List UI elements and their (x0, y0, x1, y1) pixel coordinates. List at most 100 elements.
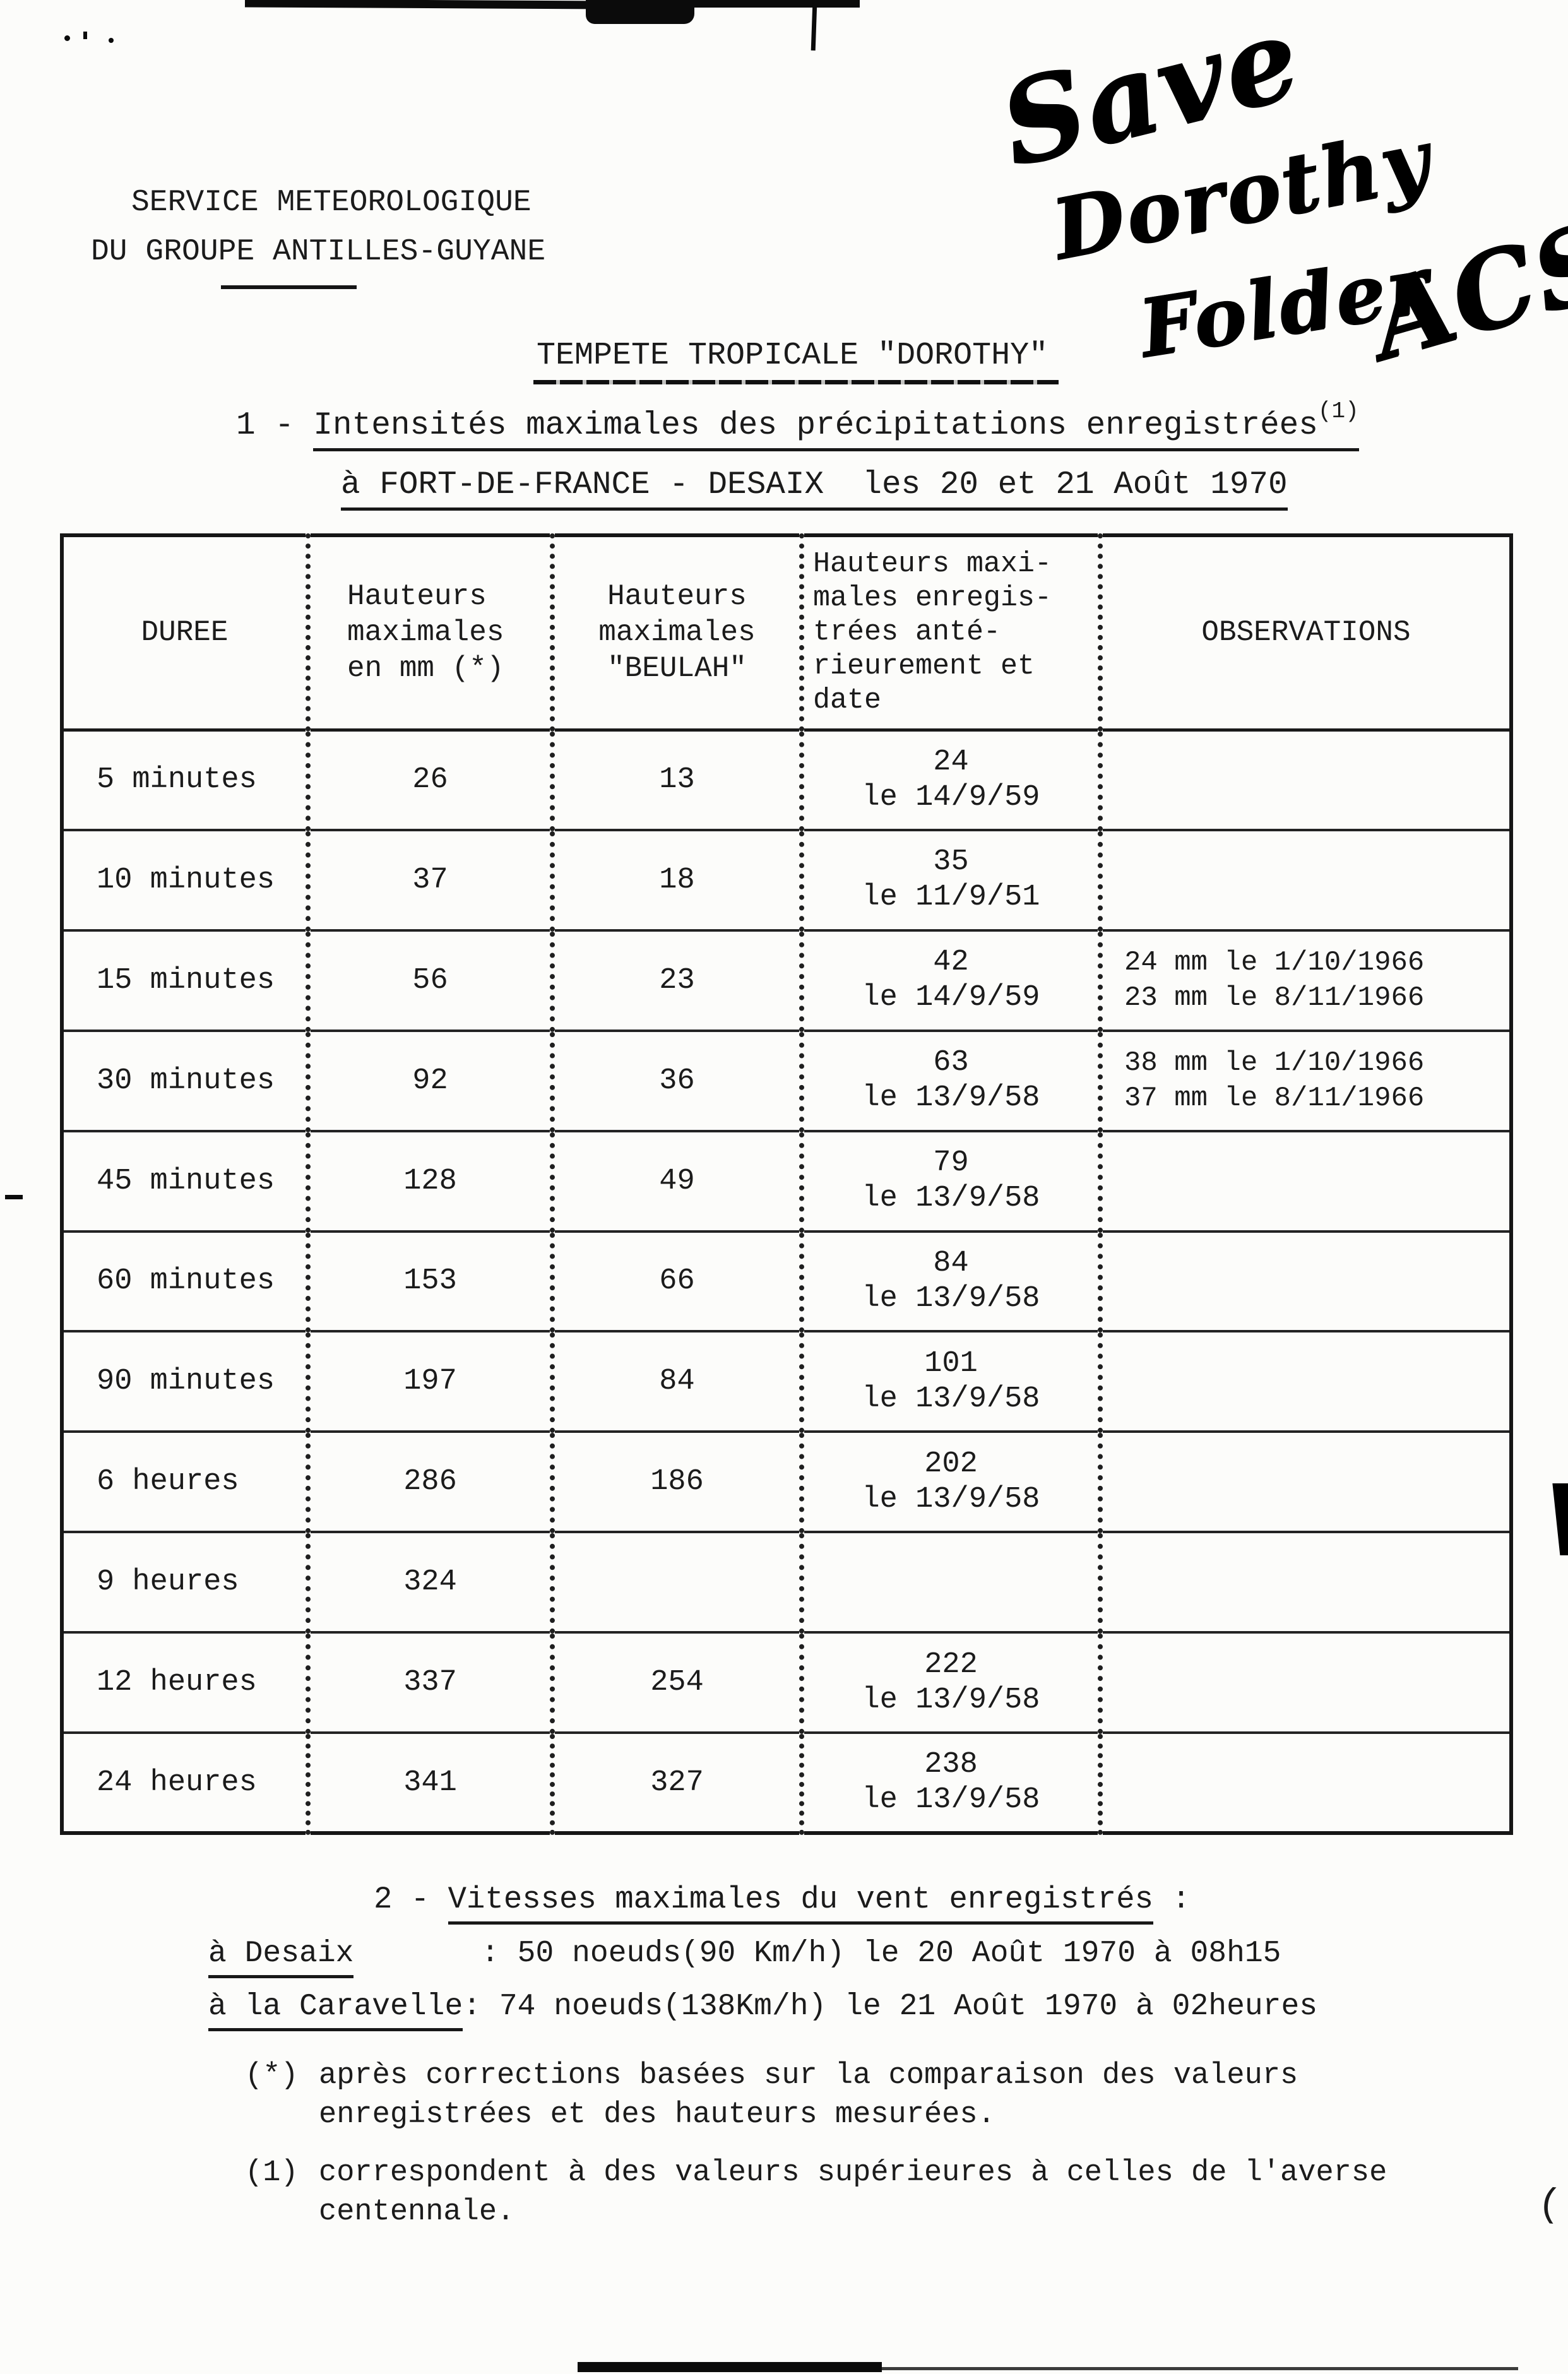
observations-cell (1098, 1631, 1511, 1733)
table-row: 6 heures 286 186 202 le 13/9/58 (62, 1430, 1511, 1533)
table-row: 90 minutes 197 84 101 le 13/9/58 (62, 1330, 1511, 1432)
section-2-number: 2 - (374, 1882, 448, 1917)
scan-tick-artifact (811, 3, 817, 51)
duration-label: 60 minutes (97, 1264, 275, 1298)
scan-bottom-bar (578, 2362, 882, 2372)
duration-cell: 10 minutes (62, 828, 308, 930)
footnote-1-marker: (1) (245, 2156, 299, 2190)
beulah-value: 49 (659, 1164, 695, 1198)
wind-line-desaix: à Desaix : 50 noeuds(90 Km/h) le 20 Août… (208, 1937, 1281, 1978)
header-label: Hauteurs maxi- (813, 548, 1052, 580)
observations-cell (1098, 1731, 1511, 1833)
table-header-row: DUREE Hauteurs maximales en mm (*) Haute… (62, 535, 1511, 732)
station-name: à Desaix (208, 1937, 354, 1978)
max-height-mm-value: 337 (403, 1666, 457, 1700)
previous-record-cell: 101 le 13/9/58 (799, 1330, 1100, 1432)
scan-bottom-streak (882, 2367, 1518, 2370)
station-details: : 50 noeuds(90 Km/h) le 20 Août 1970 à 0… (353, 1937, 1281, 1971)
duration-label: 45 minutes (97, 1164, 275, 1198)
beulah-cell: 66 (550, 1230, 802, 1332)
beulah-value: 13 (659, 763, 695, 797)
duration-cell: 90 minutes (62, 1330, 308, 1432)
section-1-heading-text: Intensités maximales des précipitations … (313, 408, 1318, 444)
duration-label: 90 minutes (97, 1365, 275, 1399)
observations-cell (1098, 728, 1511, 830)
beulah-value: 186 (650, 1465, 704, 1499)
duration-label: 5 minutes (97, 763, 257, 797)
max-height-mm-cell: 37 (306, 828, 552, 930)
beulah-cell: 23 (550, 929, 802, 1031)
section-1-subheading-text: à FORT-DE-FRANCE - DESAIX les 20 et 21 A… (341, 467, 1288, 511)
previous-record-cell: 202 le 13/9/58 (799, 1430, 1100, 1533)
duration-cell: 30 minutes (62, 1029, 308, 1131)
footnote-asterisk-line-1: après corrections basées sur la comparai… (319, 2059, 1298, 2092)
table-header-beulah: Hauteurs maximales "BEULAH" (550, 535, 802, 732)
header-label: Hauteurs (607, 579, 747, 613)
scan-speck (83, 32, 87, 39)
max-height-mm-value: 128 (403, 1164, 457, 1198)
duration-cell: 15 minutes (62, 929, 308, 1031)
max-height-mm-cell: 324 (306, 1531, 552, 1633)
header-label: "BEULAH" (607, 651, 747, 685)
beulah-cell: 84 (550, 1330, 802, 1432)
previous-record-cell: 35 le 11/9/51 (799, 828, 1100, 930)
previous-record-value: 35 (933, 845, 969, 879)
previous-record-date: le 13/9/58 (862, 1482, 1040, 1516)
letterhead-underline (221, 285, 357, 289)
duration-cell: 12 heures (62, 1631, 308, 1733)
max-height-mm-value: 286 (403, 1465, 457, 1499)
previous-record-value: 24 (933, 745, 969, 779)
footnote-asterisk-marker: (*) (245, 2059, 299, 2092)
beulah-value: 254 (650, 1666, 704, 1700)
table-body: 5 minutes 26 13 24 le 14/9/59 10 minutes 37 18 3… (62, 728, 1511, 1833)
beulah-cell: 327 (550, 1731, 802, 1833)
previous-record-cell: 84 le 13/9/58 (799, 1230, 1100, 1332)
scan-speck (64, 35, 70, 41)
previous-record-date: le 13/9/58 (862, 1783, 1040, 1817)
beulah-value: 327 (650, 1766, 704, 1800)
max-height-mm-cell: 197 (306, 1330, 552, 1432)
letterhead-line-2: DU GROUPE ANTILLES-GUYANE (91, 235, 546, 269)
duration-label: 24 heures (97, 1766, 257, 1800)
observations-cell (1098, 1330, 1511, 1432)
observation-line: 23 mm le 8/11/1966 (1124, 982, 1425, 1014)
letterhead-line-1: SERVICE METEOROLOGIQUE (131, 186, 532, 220)
section-2-heading: 2 - Vitesses maximales du vent enregistr… (374, 1882, 1191, 1925)
previous-record-value: 238 (924, 1748, 978, 1782)
previous-record-value: 84 (933, 1246, 969, 1280)
duration-cell: 5 minutes (62, 728, 308, 830)
previous-record-value: 202 (924, 1447, 978, 1481)
duration-cell: 45 minutes (62, 1129, 308, 1232)
previous-record-value: 42 (933, 946, 969, 980)
previous-record-date: le 11/9/51 (862, 881, 1040, 915)
previous-record-cell: 79 le 13/9/58 (799, 1129, 1100, 1232)
max-height-mm-cell: 286 (306, 1430, 552, 1533)
table-header-anterieur: Hauteurs maxi- males enregis- trées anté… (799, 535, 1100, 732)
duration-label: 12 heures (97, 1666, 257, 1700)
observations-cell: 24 mm le 1/10/1966 23 mm le 8/11/1966 (1098, 929, 1511, 1031)
previous-record-cell (799, 1531, 1100, 1633)
previous-record-date: le 13/9/58 (862, 1683, 1040, 1717)
previous-record-value: 101 (924, 1346, 978, 1380)
observation-line: 38 mm le 1/10/1966 (1124, 1047, 1425, 1079)
header-label: rieurement et (813, 650, 1035, 682)
beulah-cell (550, 1531, 802, 1633)
max-height-mm-value: 197 (403, 1365, 457, 1399)
duration-cell: 24 heures (62, 1731, 308, 1833)
max-height-mm-value: 341 (403, 1766, 457, 1800)
duration-label: 10 minutes (97, 863, 275, 897)
header-label: maximales (598, 615, 756, 649)
duration-label: 6 heures (97, 1465, 239, 1499)
max-height-mm-cell: 337 (306, 1631, 552, 1733)
section-1-number: 1 - (236, 408, 314, 444)
previous-record-cell: 238 le 13/9/58 (799, 1731, 1100, 1833)
previous-record-value: 63 (933, 1046, 969, 1080)
max-height-mm-value: 37 (412, 863, 448, 897)
duration-label: 15 minutes (97, 963, 275, 997)
previous-record-date: le 14/9/59 (862, 780, 1040, 814)
max-height-mm-cell: 26 (306, 728, 552, 830)
observations-cell (1098, 1531, 1511, 1633)
section-1-superscript: (1) (1317, 398, 1359, 424)
beulah-value: 84 (659, 1365, 695, 1399)
header-label: maximales (347, 615, 504, 649)
